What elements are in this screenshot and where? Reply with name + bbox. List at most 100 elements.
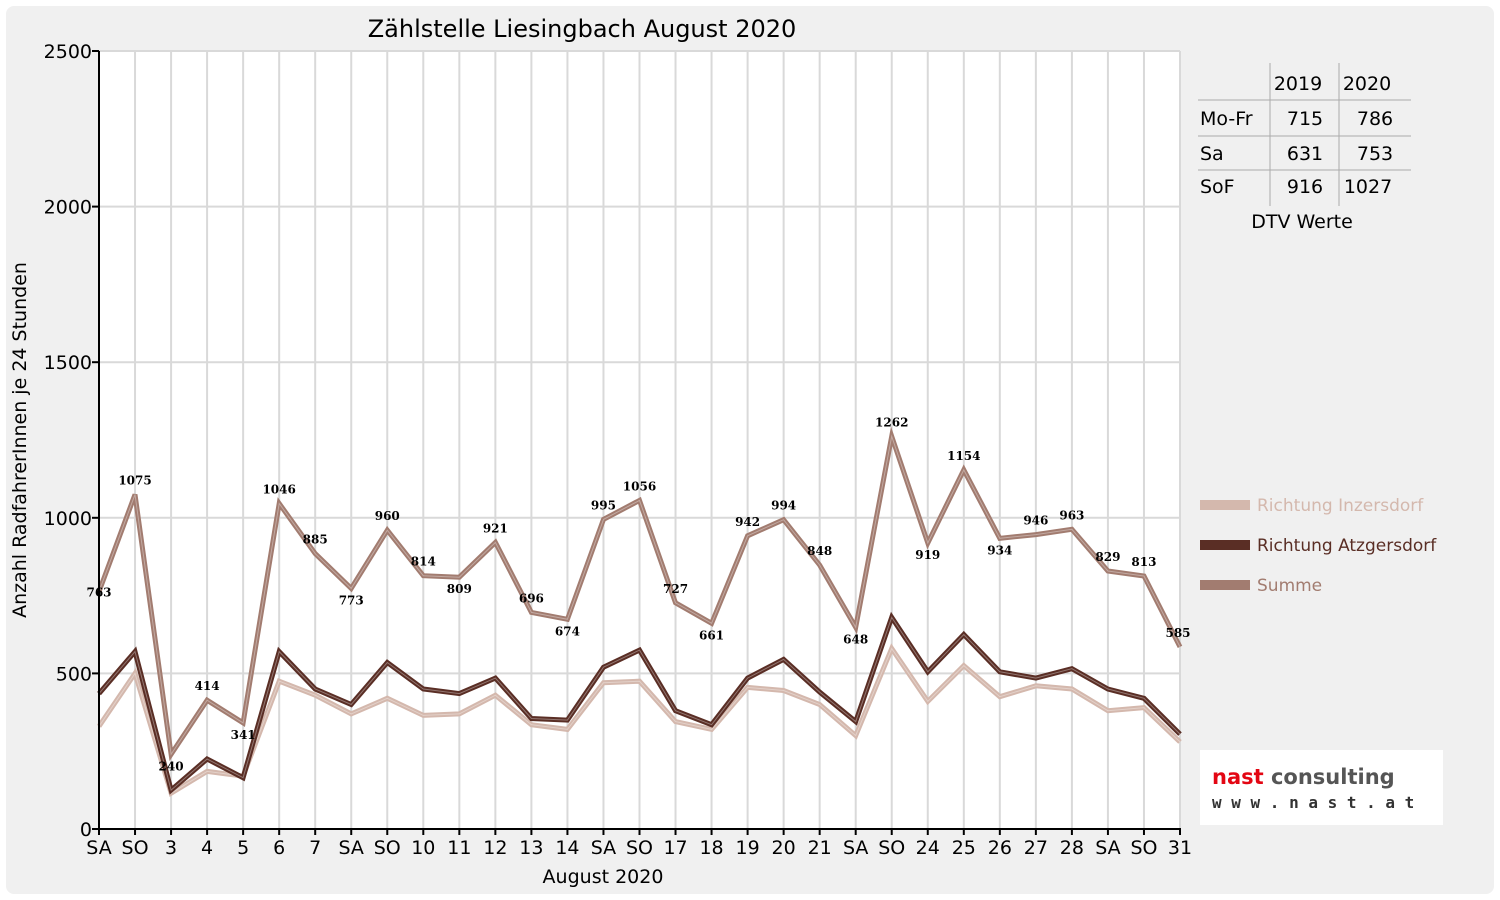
data-label: 994 <box>771 499 796 513</box>
x-tick-label: 20 <box>772 837 796 859</box>
table-header-2020: 2020 <box>1343 73 1391 95</box>
data-label: 341 <box>231 728 256 742</box>
y-tick-label: 1500 <box>44 352 92 374</box>
x-tick-label: SO <box>878 837 905 859</box>
data-label: 885 <box>303 533 328 547</box>
logo-url: w w w . n a s t . a t <box>1212 793 1414 812</box>
x-tick-label: SO <box>122 837 149 859</box>
data-label: 919 <box>915 548 940 562</box>
x-axis-label: August 2020 <box>543 866 664 888</box>
legend-swatch <box>1200 500 1250 510</box>
data-label: 1075 <box>118 473 151 487</box>
x-tick-label: 27 <box>1024 837 1048 859</box>
logo-name-part2: consulting <box>1264 765 1395 789</box>
table-header-2019: 2019 <box>1274 73 1322 95</box>
x-tick-label: 3 <box>165 837 177 859</box>
y-tick-label: 2500 <box>44 41 92 63</box>
data-label: 585 <box>1165 626 1190 640</box>
x-tick-label: SO <box>1130 837 1157 859</box>
table-cell: 1027 <box>1344 176 1392 198</box>
x-tick-label: 21 <box>808 837 832 859</box>
x-tick-label: 18 <box>699 837 723 859</box>
series-line-highlight <box>98 647 1181 794</box>
x-tick-label: 19 <box>736 837 760 859</box>
data-label: 773 <box>339 593 364 607</box>
y-tick-label: 2000 <box>44 197 92 219</box>
x-tick-label: SO <box>626 837 653 859</box>
x-tick-label: SA <box>591 837 616 859</box>
x-tick-label: 26 <box>988 837 1012 859</box>
logo-background <box>1200 750 1443 825</box>
data-label: 727 <box>663 582 688 596</box>
data-label: 674 <box>555 624 580 638</box>
data-label: 1154 <box>947 449 980 463</box>
legend-item: Richtung Inzersdorf <box>1257 496 1424 516</box>
table-cell: 916 <box>1287 176 1323 198</box>
x-tick-label: 31 <box>1168 837 1192 859</box>
data-label: 813 <box>1131 555 1156 569</box>
y-tick-label: 1000 <box>44 508 92 530</box>
y-axis-ticks: 0 500 1000 1500 2000 2500 <box>44 41 99 841</box>
table-cell: 631 <box>1287 143 1323 165</box>
table-cell: 786 <box>1357 108 1393 130</box>
y-tick-label: 500 <box>56 663 92 685</box>
logo-text: nast consulting <box>1212 765 1395 789</box>
x-tick-label: 12 <box>483 837 507 859</box>
chart-title: Zählstelle Liesingbach August 2020 <box>368 15 797 43</box>
data-label: 942 <box>735 515 760 529</box>
table-cell: 715 <box>1287 108 1323 130</box>
series-line-1 <box>96 643 1182 798</box>
data-label: 648 <box>843 632 868 646</box>
legend-swatch <box>1200 580 1250 590</box>
table-row-label: SoF <box>1200 176 1235 198</box>
x-tick-label: SA <box>86 837 111 859</box>
data-label: 995 <box>591 498 616 512</box>
x-axis-ticks: SA SO 3 4 5 6 7 SA SO 10 11 12 13 14 SA SO 17 18 19 20 21 SA S… <box>86 829 1192 859</box>
data-label: 661 <box>699 628 724 642</box>
dtv-table: 2019 2020 Mo-Fr 715 786 Sa 631 753 SoF 9… <box>1198 63 1411 233</box>
x-tick-label: 10 <box>411 837 435 859</box>
table-row-label: Sa <box>1200 143 1224 165</box>
data-label: 1056 <box>623 479 656 493</box>
legend-item: Richtung Atzgersdorf <box>1257 536 1437 556</box>
data-label: 414 <box>195 679 220 693</box>
data-label: 921 <box>483 521 508 535</box>
data-label: 1262 <box>875 415 908 429</box>
legend-item: Summe <box>1257 576 1322 596</box>
x-tick-label: 13 <box>519 837 543 859</box>
data-label: 848 <box>807 544 832 558</box>
data-label: 946 <box>1023 514 1048 528</box>
series-line-3 <box>96 426 1183 762</box>
x-tick-label: 28 <box>1060 837 1084 859</box>
data-label: 240 <box>159 759 184 773</box>
series-line-2 <box>97 611 1182 795</box>
data-labels: 7631075240414341104688577396081480992169… <box>86 415 1190 773</box>
x-tick-label: SA <box>843 837 868 859</box>
table-cell: 753 <box>1357 143 1393 165</box>
legend: Richtung Inzersdorf Richtung Atzgersdorf S… <box>1200 496 1437 596</box>
y-axis-label: Anzahl RadfahrerInnen je 24 Stunden <box>9 262 31 618</box>
series-line-highlight <box>98 616 1181 792</box>
x-tick-label: SA <box>1095 837 1120 859</box>
data-label: 814 <box>411 555 436 569</box>
x-tick-label: 11 <box>447 837 471 859</box>
logo: nast consulting w w w . n a s t . a t <box>1200 750 1443 825</box>
x-tick-label: 17 <box>663 837 687 859</box>
data-label: 960 <box>375 509 400 523</box>
table-row-label: Mo-Fr <box>1200 108 1253 130</box>
x-tick-label: 6 <box>273 837 285 859</box>
table-caption: DTV Werte <box>1251 211 1353 233</box>
x-tick-label: 7 <box>309 837 321 859</box>
x-tick-label: 25 <box>952 837 976 859</box>
series-line-highlight <box>98 434 1181 756</box>
x-tick-label: 4 <box>201 837 213 859</box>
data-label: 696 <box>519 591 544 605</box>
x-tick-label: SA <box>339 837 364 859</box>
data-label: 809 <box>447 582 472 596</box>
x-tick-label: 5 <box>237 837 249 859</box>
data-label: 829 <box>1095 550 1120 564</box>
x-tick-label: SO <box>374 837 401 859</box>
x-tick-label: 14 <box>555 837 579 859</box>
data-label: 934 <box>987 543 1012 557</box>
